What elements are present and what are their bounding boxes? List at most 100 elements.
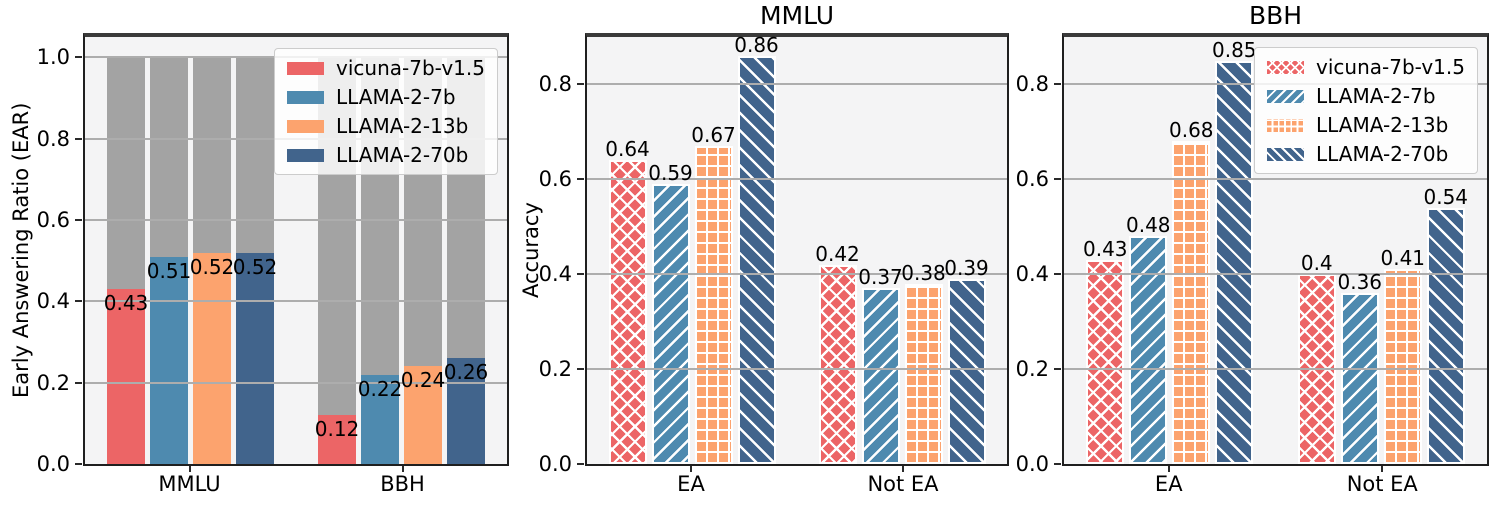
- legend-swatch-vicuna-7b-v1.5: [1267, 60, 1305, 74]
- bar-slot: 0.52: [233, 37, 277, 464]
- bar-value-label: 0.24: [400, 368, 446, 393]
- bar-vicuna-7b-v1.5-Not EA: 0.42: [815, 243, 860, 464]
- y-tick-mark: [75, 56, 82, 59]
- legend-row: LLAMA-2-70b: [1267, 143, 1465, 165]
- x-tick-mark: [690, 466, 692, 472]
- bar-LLAMA-2-7b-MMLU: 0.51: [147, 256, 191, 464]
- legend: vicuna-7b-v1.5 LLAMA-2-7b LLAMA-2-13b LLAMA…: [1254, 47, 1478, 174]
- legend-swatch-vicuna-7b-v1.5: [287, 61, 325, 75]
- x-tick-mark: [401, 466, 404, 472]
- bar-LLAMA-2-13b-EA: 0.68: [1169, 119, 1214, 464]
- chart-title: MMLU: [759, 1, 835, 30]
- bar-LLAMA-2-70b-EA: 0.86: [734, 34, 779, 464]
- bar-groups: 0.64 0.59 0.67 0.86 0.42 0.37 0.38 0.39: [587, 34, 1007, 464]
- bar-vicuna-7b-v1.5-EA: 0.64: [605, 138, 650, 464]
- y-tick-mark: [75, 300, 82, 303]
- bar-vicuna-7b-v1.5-Not EA: 0.4: [1297, 252, 1336, 464]
- y-tick-label: 0.6: [538, 167, 572, 192]
- bar-value-label: 0.85: [1211, 37, 1257, 62]
- bar-value-label: 0.42: [815, 241, 860, 266]
- x-axis-ticks: MMLU BBH: [83, 466, 509, 506]
- y-tick-mark: [1054, 463, 1061, 465]
- x-tick-label-BBH: BBH: [380, 472, 425, 496]
- bar-slot: 0.42: [815, 37, 860, 464]
- legend-label: LLAMA-2-13b: [336, 114, 469, 138]
- y-tick-mark: [1054, 368, 1061, 371]
- legend-row: LLAMA-2-70b: [287, 144, 485, 166]
- legend-swatch-LLAMA-2-70b: [287, 148, 325, 162]
- x-tick-label-EA: EA: [1154, 472, 1183, 496]
- x-tick-mark: [188, 466, 191, 472]
- y-tick-mark: [75, 137, 82, 140]
- bar-LLAMA-2-7b-BBH: 0.22: [358, 374, 402, 464]
- legend-row: LLAMA-2-7b: [1267, 85, 1465, 107]
- bar-LLAMA-2-13b-Not EA: 0.38: [901, 262, 946, 464]
- bar-value-label: 0.67: [691, 123, 736, 148]
- bar-vicuna-7b-v1.5-EA: 0.43: [1083, 238, 1128, 464]
- bar-value-label: 0.41: [1380, 246, 1426, 271]
- bar-LLAMA-2-13b-EA: 0.67: [691, 124, 736, 464]
- x-axis-ticks: EA Not EA: [1062, 466, 1489, 506]
- y-tick-label: 0.0: [1015, 452, 1049, 476]
- bar-LLAMA-2-70b-BBH: 0.26: [444, 358, 488, 464]
- bar-value-label: 0.4: [1300, 251, 1333, 276]
- x-tick-mark: [1381, 466, 1384, 472]
- legend-label: LLAMA-2-70b: [1316, 142, 1449, 166]
- y-tick-label: 0.4: [36, 289, 70, 314]
- legend-label: LLAMA-2-70b: [336, 143, 469, 167]
- bar-LLAMA-2-70b-Not EA: 0.39: [944, 257, 989, 464]
- y-tick-mark: [577, 178, 584, 181]
- legend-swatch-LLAMA-2-7b: [287, 90, 325, 104]
- bar-LLAMA-2-7b-EA: 0.48: [1126, 214, 1171, 464]
- bar-slot: 0.48: [1126, 37, 1171, 464]
- bar-value-label: 0.36: [1337, 270, 1383, 295]
- x-tick-label-Not EA: Not EA: [1346, 472, 1418, 496]
- y-tick-label: 0.4: [538, 262, 572, 287]
- bar-value-label: 0.86: [734, 32, 779, 57]
- bar-slot: 0.54: [1423, 37, 1468, 464]
- legend-row: LLAMA-2-7b: [287, 86, 485, 108]
- y-tick-mark: [577, 83, 584, 86]
- y-tick-label: 0.6: [36, 208, 70, 232]
- legend-row: vicuna-7b-v1.5: [287, 57, 485, 79]
- y-tick-mark: [75, 381, 82, 384]
- legend-row: LLAMA-2-13b: [1267, 114, 1465, 136]
- bar-slot: 0.39: [944, 37, 989, 464]
- legend-label: LLAMA-2-7b: [1316, 84, 1436, 108]
- bar-value-label: 0.43: [1082, 237, 1128, 261]
- bar-value-label: 0.68: [1168, 118, 1214, 143]
- bar-slot: 0.86: [734, 34, 779, 464]
- bar-value-label: 0.22: [357, 376, 403, 401]
- category-group-Not EA: 0.4 0.36 0.41 0.54: [1276, 37, 1488, 464]
- bar-LLAMA-2-7b-Not EA: 0.37: [858, 266, 903, 464]
- plot-area: 0.43 0.48 0.68 0.85 0.4 0.36 0.41 0.54 vicuna-7…: [1062, 33, 1489, 466]
- y-tick-label: 0.2: [1015, 357, 1049, 382]
- y-tick-label: 0.4: [1015, 262, 1049, 287]
- bar-LLAMA-2-70b-EA: 0.85: [1212, 39, 1257, 464]
- bar-slot: 0.41: [1380, 37, 1425, 464]
- y-tick-mark: [577, 273, 584, 276]
- bar-slot: 0.37: [858, 37, 903, 464]
- x-tick-label-Not EA: Not EA: [867, 472, 939, 496]
- y-tick-label: 0.6: [1015, 167, 1049, 192]
- bar-value-label: 0.26: [443, 360, 489, 385]
- y-tick-mark: [577, 368, 584, 371]
- x-tick-mark: [1167, 466, 1170, 472]
- category-group-BBH: 0.12 0.22 0.24 0.26: [296, 37, 507, 464]
- bar-LLAMA-2-13b-Not EA: 0.41: [1380, 247, 1425, 464]
- category-group-Not EA: 0.42 0.37 0.38 0.39: [797, 37, 1007, 464]
- bar-value-label: 0.38: [901, 260, 946, 285]
- bar-slot: 0.36: [1337, 37, 1382, 464]
- legend-swatch-LLAMA-2-70b: [1267, 147, 1305, 161]
- x-axis-ticks: EA Not EA: [585, 466, 1009, 506]
- y-axis-ticks: 0.0 0.2 0.4 0.6 0.8: [1010, 37, 1062, 475]
- y-tick-label: 0.0: [538, 452, 572, 476]
- bar-value-label: 0.48: [1125, 213, 1171, 238]
- legend-swatch-LLAMA-2-13b: [287, 119, 325, 133]
- legend-row: LLAMA-2-13b: [287, 115, 485, 137]
- chart-title: BBH: [1248, 1, 1303, 30]
- y-axis-ticks: 0.0 0.2 0.4 0.6 0.8 1.0: [0, 37, 83, 475]
- bar-value-label: 0.59: [648, 161, 693, 186]
- bar-groups: 0.43 0.51 0.52 0.52 0.12 0.22 0.24 0.26: [85, 37, 507, 464]
